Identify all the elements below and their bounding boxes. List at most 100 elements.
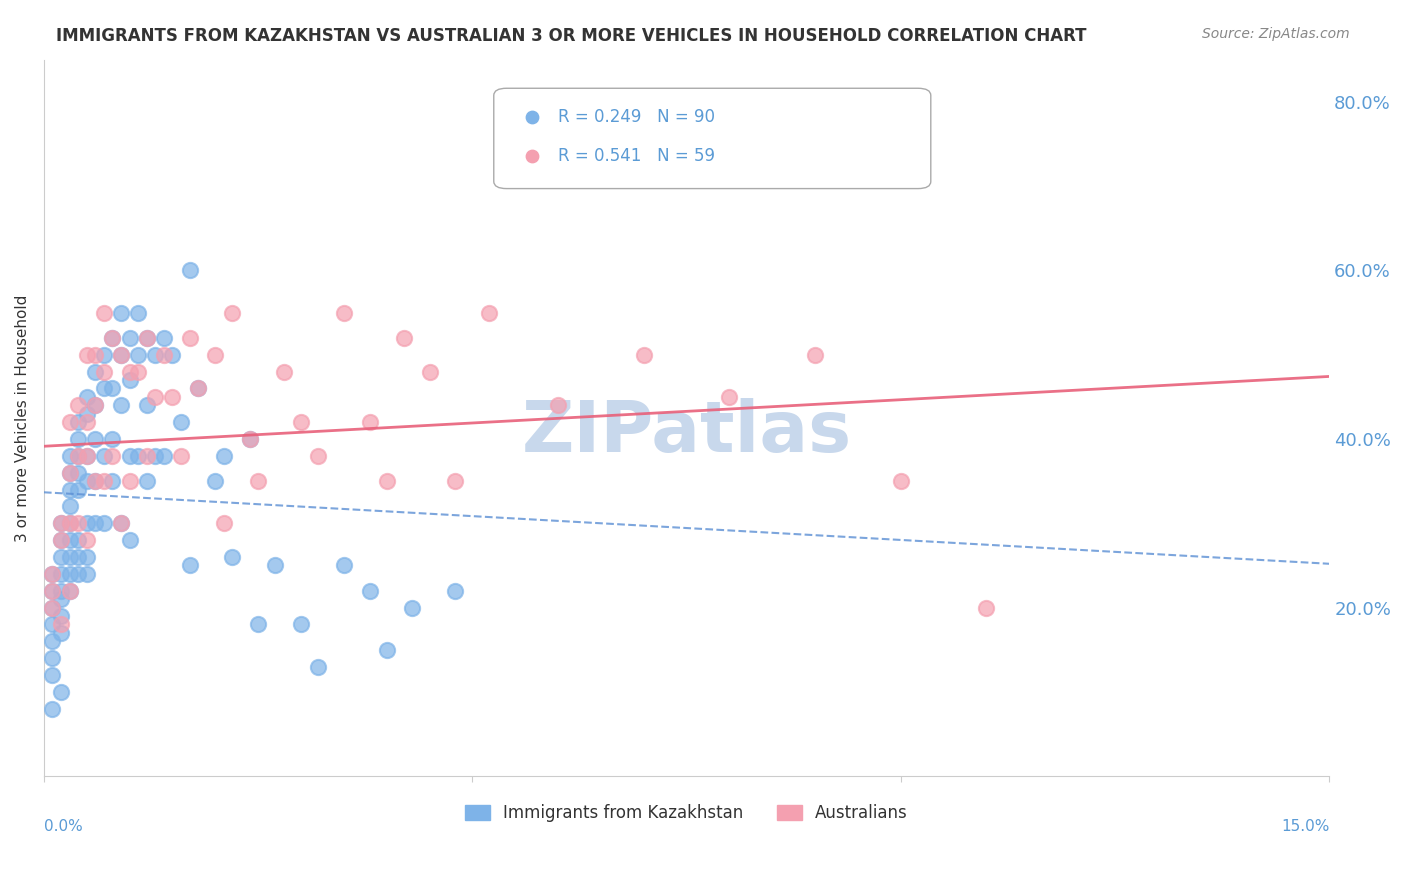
Point — [478, 305, 501, 319]
Point — [41, 702, 63, 716]
Text: 0.0%: 0.0% — [44, 819, 83, 834]
Point — [84, 474, 107, 488]
Point — [67, 533, 90, 548]
Point — [401, 600, 423, 615]
Point — [41, 617, 63, 632]
Point — [84, 516, 107, 531]
Point — [127, 305, 149, 319]
Point — [49, 516, 72, 531]
Point — [187, 381, 209, 395]
Point — [179, 331, 201, 345]
Point — [41, 583, 63, 598]
Point — [153, 449, 176, 463]
Point — [58, 549, 80, 564]
Point — [118, 533, 141, 548]
Point — [976, 600, 998, 615]
Text: R = 0.541   N = 59: R = 0.541 N = 59 — [558, 147, 716, 165]
Point — [49, 685, 72, 699]
Point — [238, 432, 260, 446]
Point — [153, 331, 176, 345]
Point — [67, 415, 90, 429]
Point — [135, 449, 157, 463]
Point — [212, 449, 235, 463]
Text: Source: ZipAtlas.com: Source: ZipAtlas.com — [1202, 27, 1350, 41]
Text: 15.0%: 15.0% — [1281, 819, 1329, 834]
Point — [76, 474, 98, 488]
Point — [76, 407, 98, 421]
Point — [49, 549, 72, 564]
Point — [49, 617, 72, 632]
Point — [110, 516, 132, 531]
Point — [58, 533, 80, 548]
Point — [890, 474, 912, 488]
Point — [444, 583, 467, 598]
Point — [101, 474, 124, 488]
Point — [93, 516, 115, 531]
Point — [135, 331, 157, 345]
Point — [84, 398, 107, 412]
Point — [93, 365, 115, 379]
Point — [333, 305, 356, 319]
Point — [804, 348, 827, 362]
Point — [359, 583, 381, 598]
Point — [127, 449, 149, 463]
Point — [162, 348, 184, 362]
Point — [135, 398, 157, 412]
Point — [375, 474, 398, 488]
Point — [221, 305, 243, 319]
Point — [110, 516, 132, 531]
Point — [290, 415, 312, 429]
Point — [58, 466, 80, 480]
Point — [49, 566, 72, 581]
Point — [49, 592, 72, 607]
Point — [58, 466, 80, 480]
Point — [375, 642, 398, 657]
Point — [93, 381, 115, 395]
Point — [718, 390, 741, 404]
FancyBboxPatch shape — [494, 88, 931, 188]
Point — [101, 432, 124, 446]
Point — [101, 381, 124, 395]
Point — [58, 415, 80, 429]
Point — [110, 348, 132, 362]
Point — [84, 432, 107, 446]
Point — [118, 474, 141, 488]
Point — [143, 449, 166, 463]
Point — [135, 331, 157, 345]
Point — [359, 415, 381, 429]
Point — [264, 558, 287, 573]
Point — [49, 516, 72, 531]
Point — [58, 449, 80, 463]
Point — [118, 449, 141, 463]
Point — [204, 474, 226, 488]
Point — [41, 566, 63, 581]
Point — [67, 549, 90, 564]
Point — [76, 390, 98, 404]
Point — [101, 331, 124, 345]
Point — [170, 415, 193, 429]
Point — [204, 348, 226, 362]
Point — [333, 558, 356, 573]
Point — [118, 331, 141, 345]
Point — [67, 432, 90, 446]
Point — [143, 390, 166, 404]
Point — [101, 449, 124, 463]
Point — [84, 398, 107, 412]
Point — [247, 617, 270, 632]
Point — [187, 381, 209, 395]
Point — [41, 566, 63, 581]
Point — [49, 533, 72, 548]
Point — [238, 432, 260, 446]
Y-axis label: 3 or more Vehicles in Household: 3 or more Vehicles in Household — [15, 294, 30, 541]
Point — [93, 305, 115, 319]
Point — [212, 516, 235, 531]
Point — [58, 583, 80, 598]
Point — [76, 449, 98, 463]
Text: ZIPatlas: ZIPatlas — [522, 398, 852, 467]
Point — [49, 583, 72, 598]
Point — [118, 365, 141, 379]
Point — [84, 348, 107, 362]
Point — [162, 390, 184, 404]
Legend: Immigrants from Kazakhstan, Australians: Immigrants from Kazakhstan, Australians — [458, 797, 915, 829]
Point — [101, 331, 124, 345]
